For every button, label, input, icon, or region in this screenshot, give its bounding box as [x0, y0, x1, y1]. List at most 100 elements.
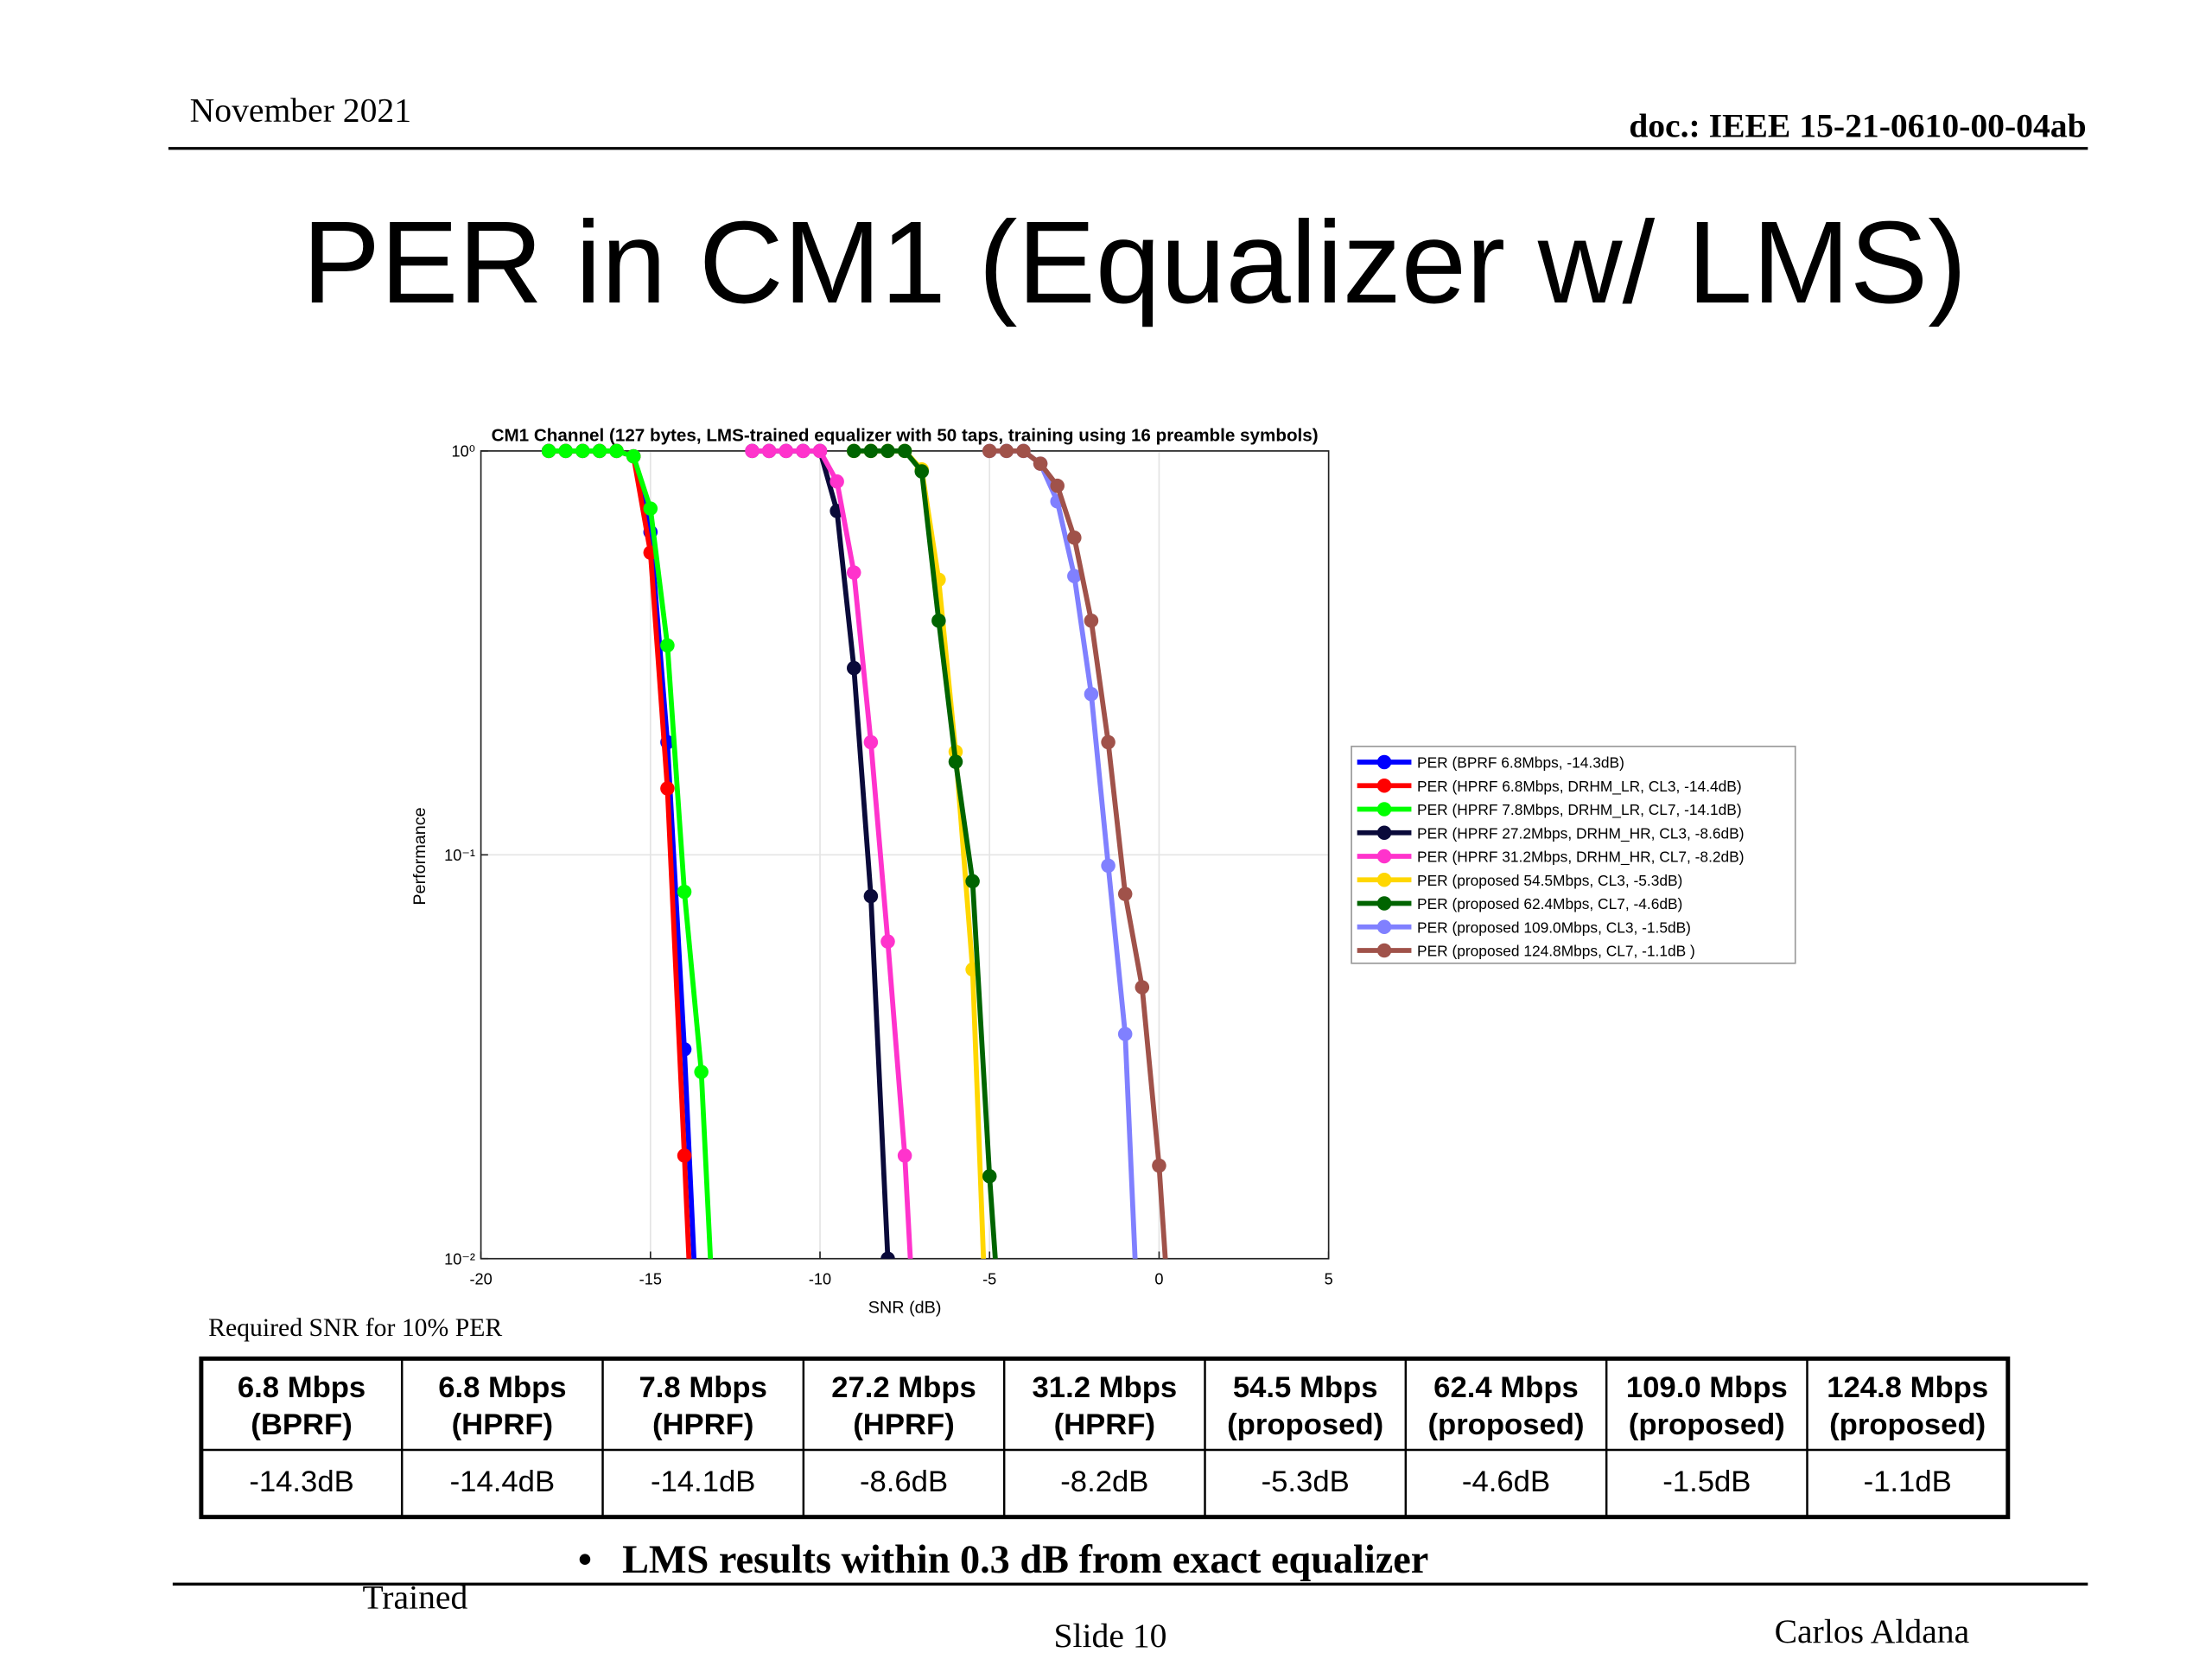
data-point [812, 443, 828, 459]
table-caption: Required SNR for 10% PER [208, 1314, 502, 1342]
table-frame [199, 1356, 2011, 1520]
data-point [1169, 1412, 1184, 1427]
x-tick-label: -20 [469, 1270, 492, 1287]
table-cell: -14.4dB [450, 1465, 555, 1498]
chart-title: CM1 Channel (127 bytes, LMS-trained equa… [492, 425, 1319, 445]
data-point [847, 443, 861, 459]
legend-marker [1376, 825, 1392, 840]
data-point [779, 443, 794, 459]
data-point [830, 474, 844, 489]
legend-label: PER (proposed 54.5Mbps, CL3, -5.3dB) [1417, 872, 1682, 889]
data-point [761, 443, 777, 459]
data-point [1016, 443, 1031, 459]
data-point [965, 874, 980, 889]
legend-marker [1376, 943, 1392, 958]
data-point [982, 1412, 997, 1427]
legend-label: PER (proposed 62.4Mbps, CL7, -4.6dB) [1417, 895, 1682, 912]
data-point [745, 443, 760, 459]
bullet-dot: • [578, 1538, 592, 1582]
data-point [1117, 1027, 1133, 1041]
legend-label: PER (proposed 124.8Mbps, CL7, -1.1dB ) [1417, 943, 1695, 960]
table-header-cell: (proposed) [1629, 1408, 1785, 1441]
legend-marker [1376, 802, 1392, 817]
table-cell: -8.6dB [860, 1465, 948, 1498]
slide-title: PER in CM1 (Equalizer w/ LMS) [302, 196, 1967, 327]
data-point [1084, 613, 1099, 628]
table-header-cell: (proposed) [1227, 1408, 1383, 1441]
y-tick-label: 10⁻² [444, 1250, 475, 1268]
data-point [863, 888, 879, 904]
data-point [847, 565, 861, 580]
table-header-cell: (proposed) [1427, 1408, 1584, 1441]
y-axis-label: Performance [410, 807, 429, 905]
legend-marker [1376, 754, 1392, 770]
legend-marker [1376, 896, 1392, 911]
data-point [796, 443, 810, 459]
data-point [558, 443, 573, 459]
data-point [1067, 569, 1082, 583]
legend-label: PER (HPRF 27.2Mbps, DRHM_HR, CL3, -8.6dB… [1417, 824, 1744, 842]
data-point [1101, 734, 1116, 750]
data-point [880, 443, 895, 459]
table-header-cell: (HPRF) [452, 1408, 553, 1441]
table-header-cell: 124.8 Mbps [1827, 1371, 1988, 1404]
data-point [677, 1148, 692, 1163]
data-point [541, 443, 556, 459]
data-point [660, 781, 675, 796]
table-cell: -8.2dB [1060, 1465, 1148, 1498]
table-header-cell: 6.8 Mbps [438, 1371, 566, 1404]
data-point [694, 1065, 709, 1079]
data-point [575, 443, 590, 459]
bullet-text: LMS results within 0.3 dB from exact equ… [622, 1538, 1428, 1582]
legend-marker [1376, 778, 1392, 793]
data-point [1135, 980, 1150, 995]
footer-author: Carlos Aldana [1775, 1612, 1970, 1650]
data-point [931, 613, 946, 628]
table-cell: -1.5dB [1662, 1465, 1751, 1498]
table-header-cell: 54.5 Mbps [1233, 1371, 1378, 1404]
series-line [854, 448, 998, 1259]
table-header-cell: (HPRF) [1054, 1408, 1155, 1441]
data-point [626, 448, 641, 464]
data-point [897, 1148, 912, 1163]
data-point [999, 443, 1014, 459]
data-point [897, 443, 912, 459]
table-cell: -4.6dB [1462, 1465, 1550, 1498]
data-point [982, 443, 997, 459]
legend-label: PER (proposed 109.0Mbps, CL3, -1.5dB) [1417, 918, 1691, 936]
table-header-cell: 7.8 Mbps [639, 1371, 767, 1404]
data-point [1000, 1412, 1014, 1427]
data-point [847, 660, 861, 676]
data-point [592, 443, 607, 459]
data-point [914, 464, 930, 479]
legend-marker [1376, 872, 1392, 887]
table-header-cell: (HPRF) [652, 1408, 753, 1441]
table-header-cell: 31.2 Mbps [1033, 1371, 1178, 1404]
table-cell: -14.3dB [249, 1465, 353, 1498]
table-header-cell: 62.4 Mbps [1433, 1371, 1579, 1404]
data-point [1117, 887, 1133, 901]
x-tick-label: 0 [1154, 1270, 1163, 1287]
data-point [880, 934, 895, 949]
legend-label: PER (HPRF 31.2Mbps, DRHM_HR, CL7, -8.2dB… [1417, 849, 1744, 866]
data-point [1067, 530, 1082, 545]
data-point [948, 754, 963, 769]
table-header-cell: (proposed) [1829, 1408, 1986, 1441]
header-date: November 2021 [190, 91, 411, 129]
x-tick-label: -10 [809, 1270, 831, 1287]
legend-label: PER (HPRF 6.8Mbps, DRHM_LR, CL3, -14.4dB… [1417, 778, 1742, 795]
data-point [982, 1169, 997, 1184]
table-cell: -5.3dB [1262, 1465, 1350, 1498]
footer-slide: Slide 10 [1053, 1617, 1166, 1655]
table-cell: -1.1dB [1864, 1465, 1952, 1498]
legend-marker [1376, 919, 1392, 934]
footer-note: Trained [363, 1578, 468, 1616]
data-point [677, 884, 692, 899]
table-header-cell: 109.0 Mbps [1626, 1371, 1788, 1404]
y-tick-label: 10⁰ [452, 443, 475, 461]
data-point [1101, 858, 1116, 874]
table-header-cell: 27.2 Mbps [831, 1371, 976, 1404]
legend-box [1351, 745, 1796, 964]
table-header-cell: (BPRF) [251, 1408, 352, 1441]
data-point [1033, 456, 1048, 471]
